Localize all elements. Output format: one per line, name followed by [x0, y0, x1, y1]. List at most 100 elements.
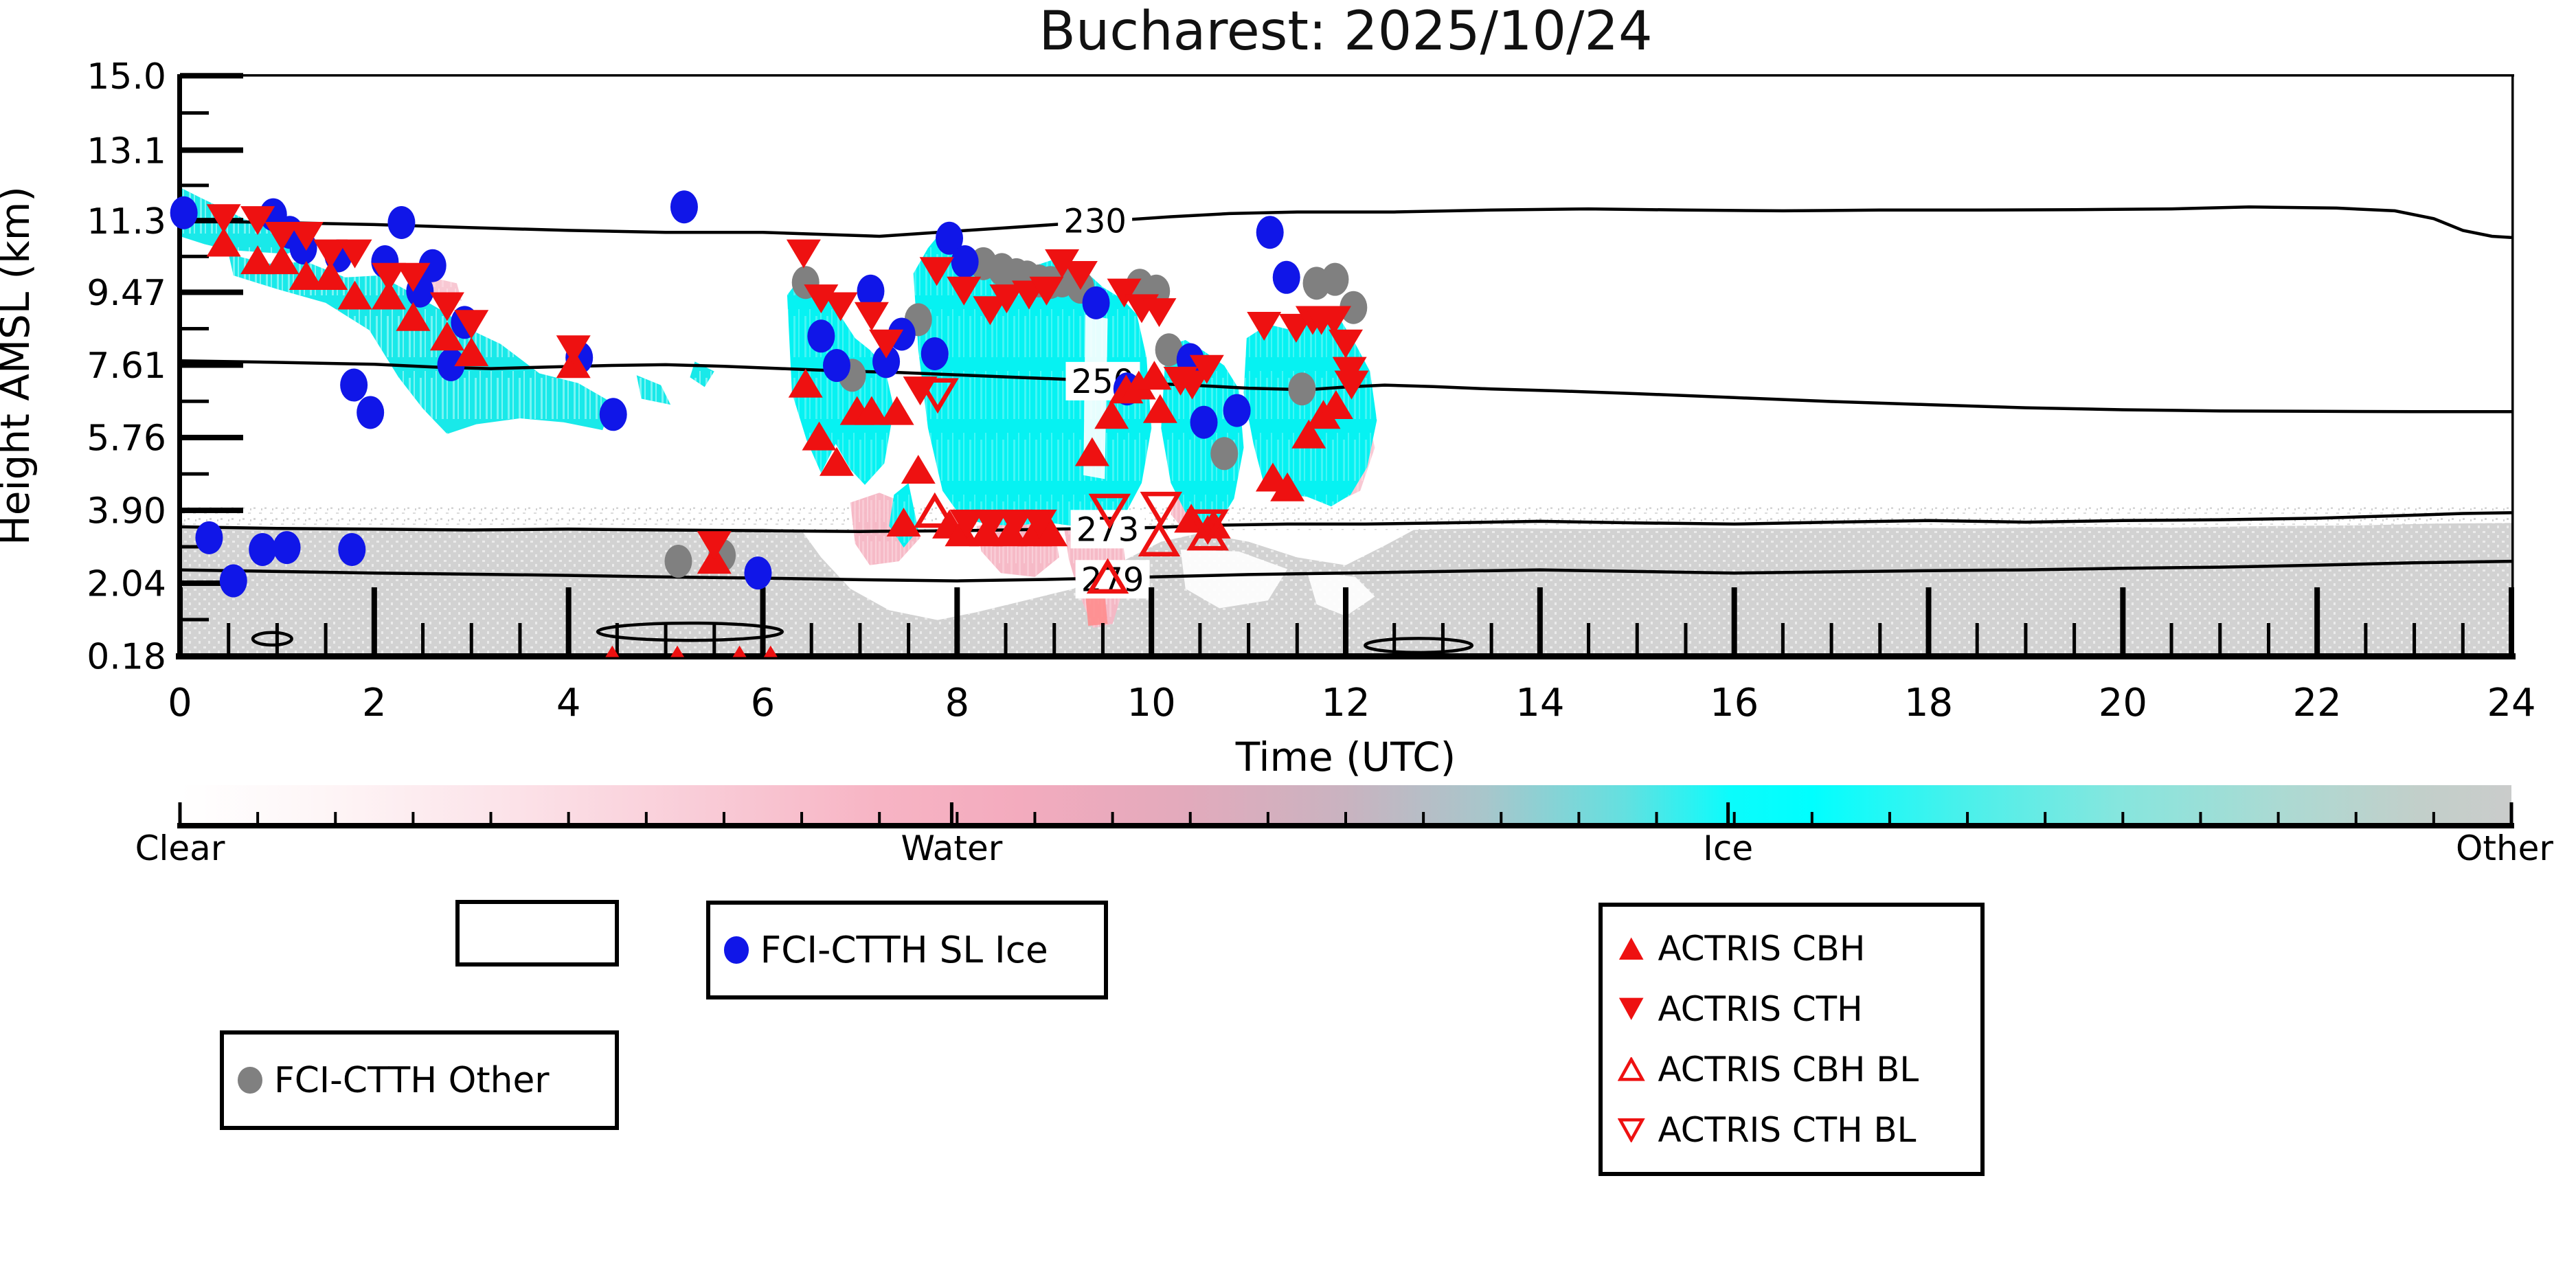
gray-dot-icon	[238, 1066, 263, 1094]
actris-cbh-triangles-marker	[1142, 394, 1177, 423]
x-tick-label: 8	[945, 681, 970, 725]
x-tick-label: 10	[1127, 681, 1176, 725]
legend-actris-cbh-bl-label: ACTRIS CBH BL	[1658, 1050, 1919, 1090]
fci-other-dots-marker	[1288, 372, 1316, 406]
legend-fci-sl-ice: FCI-CTTH SL Ice	[705, 900, 1108, 999]
isotherm-273-label-bg	[1070, 510, 1145, 549]
ice-region-streaks	[636, 375, 671, 405]
colorbar-minor-tick	[256, 812, 260, 824]
y-tick-label: 3.90	[87, 491, 166, 532]
x-minor-tick	[1392, 623, 1397, 656]
y-major-tick	[180, 73, 243, 79]
legend-empty-box	[455, 899, 620, 967]
actris-cth-triangles	[206, 204, 1369, 561]
y-major-tick	[180, 218, 243, 224]
fci-sl-ice-dots-marker	[1082, 286, 1110, 319]
actris-cth-triangles-marker	[697, 531, 732, 561]
legend-actris-cth-bl-label: ACTRIS CTH BL	[1658, 1110, 1917, 1151]
fci-sl-ice-dots-marker	[219, 564, 247, 598]
x-tick-label: 18	[1904, 681, 1953, 725]
colorbar-label: Other	[2456, 828, 2553, 868]
fci-sl-ice-dots-marker	[857, 274, 885, 308]
ice-region-streaks	[1243, 316, 1377, 507]
colorbar-minor-tick	[1033, 812, 1037, 824]
fci-sl-ice-dots-marker	[920, 337, 949, 370]
actris-cbh-triangles-marker	[1270, 472, 1305, 501]
x-major-tick	[2509, 587, 2514, 656]
colorbar-minor-tick	[1344, 812, 1347, 824]
fci-other-dots-marker	[1210, 437, 1239, 471]
x-major-tick	[954, 587, 960, 656]
colorbar-label: Clear	[135, 828, 225, 868]
y-tick-label: 5.76	[87, 418, 166, 460]
x-minor-tick	[2218, 623, 2222, 656]
actris-cth-triangles-marker	[313, 239, 348, 269]
colorbar-minor-tick	[334, 812, 337, 824]
y-axis-label: Height AMSL (km)	[0, 186, 38, 545]
actris-cth-triangles-marker	[786, 239, 821, 269]
left-spine	[177, 76, 182, 659]
triangle-up-filled-icon	[1618, 936, 1645, 961]
fci-sl-ice-dots-marker	[338, 532, 366, 566]
plot-render-root: 23025027327915.013.111.39.477.615.763.90…	[0, 56, 2553, 868]
fci-sl-ice-dots-marker	[340, 368, 368, 402]
x-minor-tick	[1635, 623, 1639, 656]
x-minor-tick	[615, 623, 619, 656]
x-minor-tick	[421, 623, 425, 656]
colorbar-label: Ice	[1703, 828, 1753, 868]
actris-cth-triangles-marker	[1334, 370, 1369, 400]
actris-cbh-triangles-marker	[1033, 517, 1068, 547]
actris-cbh-triangles-marker	[372, 280, 407, 310]
x-tick-label: 14	[1515, 681, 1564, 725]
isotherm-230-label: 230	[1063, 202, 1127, 240]
colorbar-minor-tick	[878, 812, 881, 824]
actris-cbh-surface-triangles-marker	[732, 645, 747, 657]
y-major-tick	[180, 147, 243, 153]
fci-sl-ice-dots-marker	[872, 345, 901, 379]
colorbar-minor-tick	[1655, 812, 1658, 824]
x-minor-tick	[324, 623, 328, 656]
y-minor-tick	[180, 254, 209, 258]
x-minor-tick	[2413, 623, 2417, 656]
actris-cbh-triangles-marker	[1121, 370, 1156, 400]
legend-actris-cth-label: ACTRIS CTH	[1658, 989, 1863, 1030]
fci-other-dots-marker	[1340, 291, 1368, 324]
colorbar-minor-tick	[1266, 812, 1269, 824]
actris-cth-triangles-marker	[949, 509, 984, 539]
actris-cbh-triangles-marker	[1196, 509, 1231, 539]
actris-cth-bl-triangles	[916, 378, 1229, 545]
x-major-tick	[177, 587, 183, 656]
x-minor-tick	[2072, 623, 2077, 656]
y-tick-label: 7.61	[87, 346, 166, 387]
x-major-tick	[1343, 587, 1348, 656]
x-minor-tick	[2266, 623, 2270, 656]
actris-cbh-triangles-marker	[886, 508, 921, 537]
y-major-tick	[180, 362, 243, 368]
x-minor-tick	[907, 623, 911, 656]
actris-cbh-surface-triangles-marker	[670, 645, 685, 657]
actris-cth-bl-triangles-marker	[916, 378, 959, 414]
legend-actris-row-cbh: ACTRIS CBH	[1618, 929, 1965, 969]
actris-cth-bl-triangles-marker	[1088, 493, 1131, 530]
x-tick-label: 16	[1710, 681, 1759, 725]
colorbar-minor-tick	[489, 812, 493, 824]
actris-cth-triangles-marker	[1022, 509, 1057, 539]
y-tick-label: 15.0	[87, 56, 166, 98]
actris-cth-triangles-marker	[973, 296, 1008, 326]
actris-cth-triangles-marker	[556, 335, 591, 365]
legend-actris-row-cth: ACTRIS CTH	[1618, 989, 1965, 1029]
colorbar-minor-tick	[2044, 812, 2047, 824]
y-major-tick	[180, 653, 243, 659]
actris-cth-triangles-marker	[1247, 312, 1282, 341]
x-minor-tick	[664, 623, 668, 656]
fci-sl-ice-dots-marker	[418, 249, 447, 282]
x-minor-tick	[1684, 623, 1688, 656]
y-minor-tick	[180, 326, 209, 330]
actris-cbh-triangles-marker	[454, 337, 489, 367]
actris-cbh-bl-triangles-marker	[1138, 521, 1181, 556]
actris-cth-triangles-marker	[1317, 306, 1352, 335]
x-minor-tick	[1247, 623, 1251, 656]
colorbar-minor-tick	[1732, 812, 1736, 824]
x-minor-tick	[469, 623, 473, 656]
